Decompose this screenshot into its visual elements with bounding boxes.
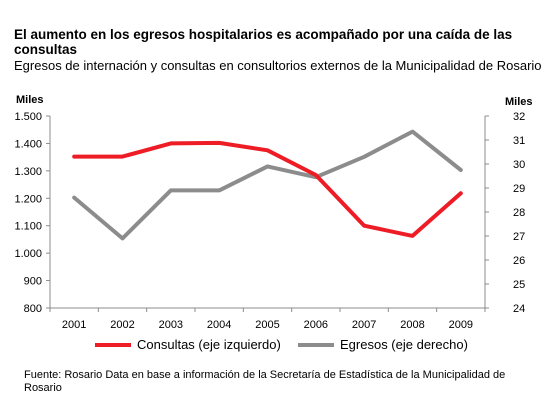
left-axis-tick-label: 1.200 xyxy=(14,193,42,205)
right-axis-tick-label: 30 xyxy=(513,159,525,171)
x-axis-tick-label: 2001 xyxy=(62,319,86,331)
x-axis-tick-label: 2007 xyxy=(352,319,376,331)
legend-item-egresos: Egresos (eje derecho) xyxy=(298,337,468,352)
legend-label-consultas: Consultas (eje izquierdo) xyxy=(137,337,281,352)
legend-label-egresos: Egresos (eje derecho) xyxy=(340,337,468,352)
consultas-series-line xyxy=(72,140,463,238)
right-axis-tick-label: 24 xyxy=(513,303,525,315)
chart-series-layer xyxy=(72,129,463,241)
left-axis-tick-label: 1.300 xyxy=(14,166,42,178)
x-axis-tick-label: 2006 xyxy=(304,319,328,331)
legend-swatch-egresos xyxy=(298,342,334,347)
right-axis-tick-label: 26 xyxy=(513,255,525,267)
right-axis-tick-label: 25 xyxy=(513,279,525,291)
legend-item-consultas: Consultas (eje izquierdo) xyxy=(95,337,281,352)
right-axis-tick-label: 32 xyxy=(513,111,525,123)
right-axis-tick-label: 28 xyxy=(513,207,525,219)
left-axis-tick-label: 900 xyxy=(24,276,42,288)
left-axis-tick-label: 800 xyxy=(24,303,42,315)
left-axis-tick-label: 1.000 xyxy=(14,248,42,260)
legend-swatch-consultas xyxy=(95,342,131,347)
x-axis-tick-label: 2008 xyxy=(400,319,424,331)
left-axis-tick-label: 1.500 xyxy=(14,111,42,123)
x-axis-tick-label: 2009 xyxy=(449,319,473,331)
egresos-series-line xyxy=(72,129,463,241)
source-note: Fuente: Rosario Data en base a informaci… xyxy=(24,369,506,394)
right-axis-tick-label: 31 xyxy=(513,135,525,147)
left-axis-tick-label: 1.100 xyxy=(14,221,42,233)
right-axis-tick-label: 27 xyxy=(513,231,525,243)
x-axis-tick-label: 2003 xyxy=(159,319,183,331)
left-axis-unit-label: Miles xyxy=(16,94,44,106)
chart-legend: Consultas (eje izquierdo) Egresos (eje d… xyxy=(0,337,555,359)
x-axis-tick-label: 2004 xyxy=(207,319,231,331)
line-chart: 800 900 1.000 1.100 1.200 1.300 1.400 1.500 24 25… xyxy=(14,111,525,331)
right-axis-tick-label: 29 xyxy=(513,183,525,195)
chart-axes: 800 900 1.000 1.100 1.200 1.300 1.400 1.500 24 25… xyxy=(14,111,525,331)
chart-subtitle: Egresos de internación y consultas en co… xyxy=(14,58,542,73)
x-axis-tick-label: 2005 xyxy=(255,319,279,331)
chart-title: El aumento en los egresos hospitalarios … xyxy=(14,27,513,57)
left-axis-tick-label: 1.400 xyxy=(14,138,42,150)
right-axis-unit-label: Miles xyxy=(505,96,533,108)
x-axis-tick-label: 2002 xyxy=(110,319,134,331)
